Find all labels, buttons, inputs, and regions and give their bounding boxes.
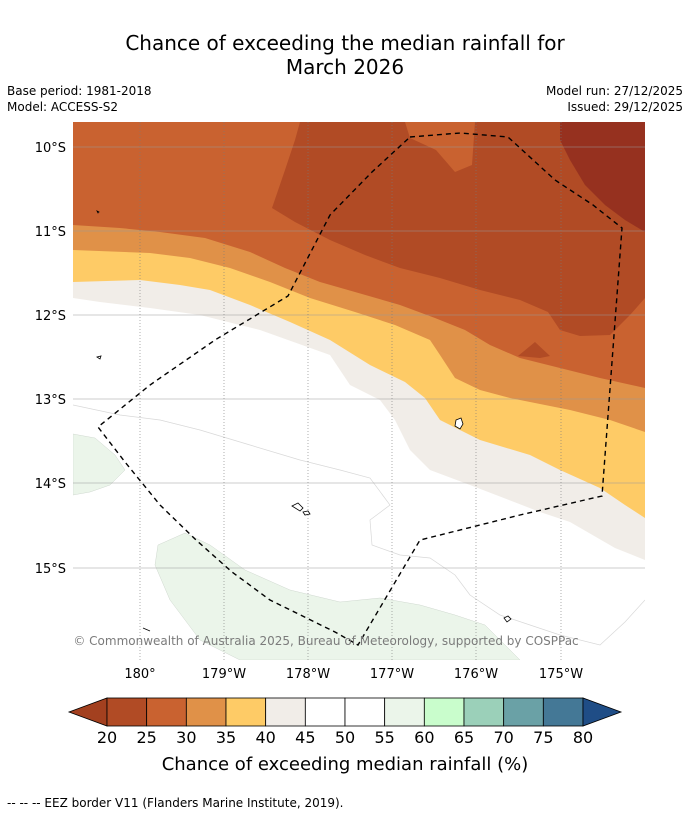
colorbar-box: [146, 697, 187, 727]
colorbar-tick-label: 70: [493, 728, 513, 747]
title-line-2: March 2026: [285, 55, 405, 79]
island-southwest: [142, 627, 151, 632]
lon-labels: 180° 179°W 178°W 177°W 176°W 175°W: [124, 667, 583, 682]
colorbar: [67, 697, 623, 727]
colorbar-tick-label: 40: [255, 728, 275, 747]
gridlines: [73, 146, 645, 569]
colorbar-tick-label: 60: [414, 728, 434, 747]
base-period: Base period: 1981-2018: [7, 84, 152, 98]
issued-date: Issued: 29/12/2025: [567, 100, 683, 114]
colorbar-tick-label: 25: [136, 728, 156, 747]
island-north: [96, 210, 100, 214]
lon-label-176w: 176°W: [454, 667, 498, 682]
map-title: Chance of exceeding the median rainfall …: [0, 31, 690, 79]
lon-label-179w: 179°W: [202, 667, 246, 682]
lat-label-11s: 11°S: [35, 225, 66, 240]
meta-right: Model run: 27/12/2025 Issued: 29/12/2025: [546, 83, 683, 115]
band-55-60-west: [73, 433, 126, 496]
eez-border: [97, 132, 623, 646]
colorbar-tick-label: 50: [335, 728, 355, 747]
colorbar-tick-label: 75: [533, 728, 553, 747]
lat-label-15s: 15°S: [35, 562, 66, 577]
lon-label-177w: 177°W: [370, 667, 414, 682]
colorbar-box: [423, 697, 465, 727]
lat-label-10s: 10°S: [35, 141, 66, 156]
eez-footer-note: -- -- -- EEZ border V11 (Flanders Marine…: [7, 796, 344, 810]
lat-label-12s: 12°S: [35, 309, 66, 324]
title-line-1: Chance of exceeding the median rainfall …: [125, 31, 565, 55]
lat-labels: 10°S 11°S 12°S 13°S 14°S 15°S: [35, 141, 66, 577]
colorbar-box: [463, 697, 505, 727]
lon-label-178w: 178°W: [286, 667, 330, 682]
island-alofi: [302, 510, 311, 516]
lon-label-180: 180°: [124, 667, 155, 682]
lat-label-14s: 14°S: [35, 477, 66, 492]
colorbar-box: [344, 697, 386, 727]
band-25-30-patch: [518, 342, 550, 358]
meta-left: Base period: 1981-2018 Model: ACCESS-S2: [7, 83, 152, 115]
colorbar-tick-label: 20: [97, 728, 117, 747]
colorbar-box: [384, 697, 425, 727]
colorbar-tick-label: 65: [454, 728, 474, 747]
colorbar-box: [265, 697, 306, 727]
islands: [96, 210, 512, 632]
colorbar-extend-max: [582, 697, 623, 727]
colorbar-tick-label: 30: [176, 728, 196, 747]
contour-line: [73, 404, 645, 646]
colorbar-tick-label: 35: [216, 728, 236, 747]
island-small-west: [96, 355, 102, 360]
colorbar-ticks: 20 25 30 35 40 45 50 55 60 65 70 75 80: [97, 728, 593, 747]
colorbar-label: Chance of exceeding median rainfall (%): [162, 754, 529, 775]
island-futuna: [291, 502, 304, 512]
colorbar-box: [503, 697, 544, 727]
copyright-text: © Commonwealth of Australia 2025, Bureau…: [73, 634, 578, 648]
lat-label-13s: 13°S: [35, 393, 66, 408]
map-area: © Commonwealth of Australia 2025, Bureau…: [73, 122, 645, 660]
colorbar-box: [225, 697, 267, 727]
colorbar-box: [542, 697, 584, 727]
band-55-60-south: [154, 532, 521, 660]
band-20-25: [560, 122, 645, 232]
colorbar-tick-label: 45: [295, 728, 315, 747]
colorbar-tick-label: 55: [374, 728, 394, 747]
colorbar-box: [106, 697, 148, 727]
colorbar-box: [304, 697, 346, 727]
colorbar-box: [185, 697, 227, 727]
model-name: Model: ACCESS-S2: [7, 100, 119, 114]
band-25-30: [272, 122, 645, 336]
island-uvea: [454, 417, 464, 430]
lon-label-175w: 175°W: [539, 667, 583, 682]
model-run: Model run: 27/12/2025: [545, 84, 683, 98]
colorbar-extend-min: [67, 697, 108, 727]
colorbar-tick-label: 80: [573, 728, 593, 747]
island-southeast: [503, 615, 512, 623]
